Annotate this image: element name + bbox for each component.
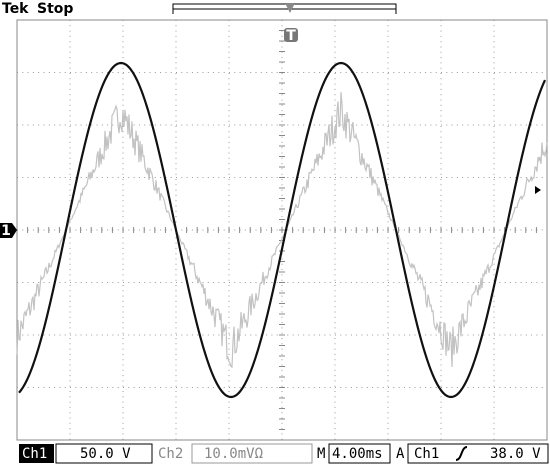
timebase-box	[328, 443, 391, 464]
acquisition-status: Stop	[37, 1, 73, 17]
channel-marker-box	[0, 223, 17, 238]
trigger-level: 38.0 V	[490, 446, 541, 462]
ch1-label-box	[19, 444, 54, 463]
record-bracket	[172, 3, 397, 14]
graticule	[16, 19, 548, 441]
ch2-label: Ch2	[158, 446, 183, 462]
brand: Tek	[2, 1, 29, 17]
ch1-scale-box	[55, 443, 153, 464]
trigger-marker: T	[286, 28, 296, 44]
ch2-waveform	[16, 92, 548, 369]
trigger-box	[407, 443, 549, 464]
ch1-waveform	[18, 61, 547, 399]
timebase-label: M	[317, 446, 325, 462]
trigger-marker-box	[284, 28, 298, 42]
trigger-mode: A	[396, 446, 405, 462]
waveforms	[16, 61, 548, 399]
trigger-level-marker	[535, 186, 541, 194]
ch2-scale: 10.0mVΩ	[204, 446, 263, 462]
timebase: 4.00ms	[332, 446, 383, 462]
trigger-source: Ch1	[414, 446, 439, 462]
ch1-scale: 50.0 V	[80, 446, 131, 462]
trigger-slope-icon	[455, 446, 468, 461]
ch2-scale-box	[191, 443, 313, 464]
channel-marker: 1	[1, 223, 11, 239]
record-position	[285, 3, 295, 13]
ch1-label: Ch1	[22, 446, 47, 462]
